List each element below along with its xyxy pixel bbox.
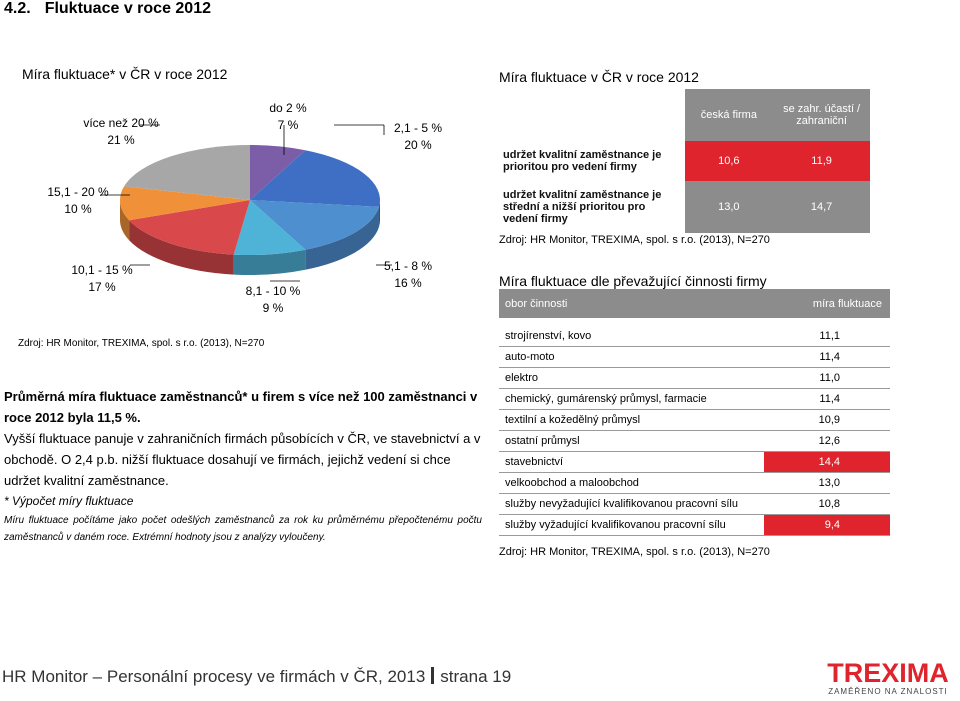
section-heading: 4.2. Fluktuace v roce 2012 (4, 0, 225, 18)
table1-title: Míra fluktuace v ČR v roce 2012 (499, 69, 699, 85)
table1-cell: 11,9 (773, 141, 870, 181)
pie-slice-side (120, 200, 130, 241)
table2: obor činnosti míra fluktuace strojírenst… (499, 289, 890, 536)
footer-separator (431, 667, 435, 684)
body-text: Průměrná míra fluktuace zaměstnanců* u f… (4, 386, 484, 491)
logo-tagline: ZAMĚŘENO NA ZNALOSTI (828, 687, 948, 696)
body-paragraph: Vyšší fluktuace panuje v zahraničních fi… (4, 431, 481, 488)
table2-value: 11,4 (764, 388, 890, 410)
table-row: elektro 11,0 (499, 367, 890, 389)
table-row: udržet kvalitní zaměstnance je prioritou… (499, 141, 870, 181)
pie-slice-side (233, 249, 306, 275)
pie-slice-side (129, 220, 234, 275)
table2-sector: strojírenství, kovo (499, 322, 764, 347)
logo-wordmark: TREXIMA (827, 658, 949, 688)
pie-label-10-15: 10,1 - 15 % 17 % (71, 263, 133, 294)
pie-label-2-5: 2,1 - 5 % 20 % (393, 121, 443, 152)
section-number: 4.2. (4, 0, 31, 17)
pie-slice-side (305, 206, 379, 270)
note-text: Míru fluktuace počítáme jako počet odešl… (4, 515, 482, 543)
pie-label-5-8: 5,1 - 8 % 16 % (383, 259, 433, 290)
table1-cell: 14,7 (773, 181, 870, 233)
pie-slice (233, 200, 306, 255)
pie-label-8-10: 8,1 - 10 % 9 % (245, 284, 301, 315)
pie-source: Zdroj: HR Monitor, TREXIMA, spol. s r.o.… (18, 338, 265, 349)
pie-slice (250, 145, 306, 200)
table-row: stavebnictví 14,4 (499, 451, 890, 473)
table2-value: 11,0 (764, 367, 890, 389)
table2-value: 9,4 (764, 514, 890, 536)
table-row: udržet kvalitní zaměstnance je střední a… (499, 181, 870, 233)
table2-value: 14,4 (764, 451, 890, 473)
table2-sector: chemický, gumárenský průmysl, farmacie (499, 388, 764, 410)
table1-cell: 13,0 (684, 181, 774, 233)
pie-label-15-20: 15,1 - 20 % 10 % (47, 185, 109, 216)
pie-chart-title: Míra fluktuace* v ČR v roce 2012 (22, 66, 228, 82)
table2-value: 11,1 (764, 322, 890, 347)
table2-value: 13,0 (764, 472, 890, 494)
section-title: Fluktuace v roce 2012 (44, 0, 211, 17)
table-row: služby vyžadující kvalifikovanou pracovn… (499, 514, 890, 536)
table-row: strojírenství, kovo 11,1 (499, 322, 890, 347)
pie-slice-side (378, 200, 380, 227)
table1-row-label: udržet kvalitní zaměstnance je prioritou… (503, 149, 662, 173)
table1-source: Zdroj: HR Monitor, TREXIMA, spol. s r.o.… (499, 234, 770, 246)
table-row: ostatní průmysl 12,6 (499, 430, 890, 452)
footer: HR Monitor – Personální procesy ve firmá… (2, 667, 511, 687)
pie-chart (120, 145, 381, 275)
table-row: chemický, gumárenský průmysl, farmacie 11… (499, 388, 890, 410)
pie-label-do2: do 2 % 7 % (269, 101, 307, 132)
table2-sector: stavebnictví (499, 451, 764, 473)
table2-sector: služby nevyžadující kvalifikovanou praco… (499, 493, 764, 515)
table1: česká firma se zahr. účastí / zahraniční… (499, 89, 870, 233)
pie-slice (129, 200, 250, 255)
table-row: služby nevyžadující kvalifikovanou praco… (499, 493, 890, 515)
pie-leader-lines (100, 124, 392, 282)
note-title: * Výpočet míry fluktuace (4, 494, 134, 508)
table1-col-foreign: se zahr. účastí / zahraniční (773, 89, 870, 141)
footer-title: HR Monitor – Personální procesy ve firmá… (2, 667, 426, 686)
table2-sector: velkoobchod a maloobchod (499, 472, 764, 494)
pie-slice (120, 186, 250, 221)
table2-value: 10,9 (764, 409, 890, 431)
table2-sector: ostatní průmysl (499, 430, 764, 452)
table1-col-cz: česká firma (684, 89, 774, 141)
table-row: auto-moto 11,4 (499, 346, 890, 368)
table2-value: 12,6 (764, 430, 890, 452)
table1-row-label: udržet kvalitní zaměstnance je střední a… (503, 189, 662, 225)
table2-sector: elektro (499, 367, 764, 389)
table2-sector: služby vyžadující kvalifikovanou pracovn… (499, 514, 764, 536)
pie-slice (250, 150, 381, 207)
table2-col-rate: míra fluktuace (764, 289, 890, 326)
table2-value: 10,8 (764, 493, 890, 515)
table1-cell: 10,6 (684, 141, 774, 181)
table2-source: Zdroj: HR Monitor, TREXIMA, spol. s r.o.… (499, 546, 770, 558)
pie-slice (250, 200, 379, 250)
table2-col-sector: obor činnosti (499, 289, 764, 326)
table-row: velkoobchod a maloobchod 13,0 (499, 472, 890, 494)
table-row: textilní a kožedělný průmysl 10,9 (499, 409, 890, 431)
body-bold: Průměrná míra fluktuace zaměstnanců* u f… (4, 389, 478, 425)
table2-value: 11,4 (764, 346, 890, 368)
table2-sector: auto-moto (499, 346, 764, 368)
table2-sector: textilní a kožedělný průmysl (499, 409, 764, 431)
trexima-logo: TREXIMA ZAMĚŘENO NA ZNALOSTI (816, 656, 960, 696)
pie-slice (124, 145, 250, 200)
pie-label-over20: více než 20 % 21 % (83, 116, 159, 147)
footer-page: strana 19 (440, 667, 512, 686)
table2-title: Míra fluktuace dle převažující činnosti … (499, 273, 767, 289)
